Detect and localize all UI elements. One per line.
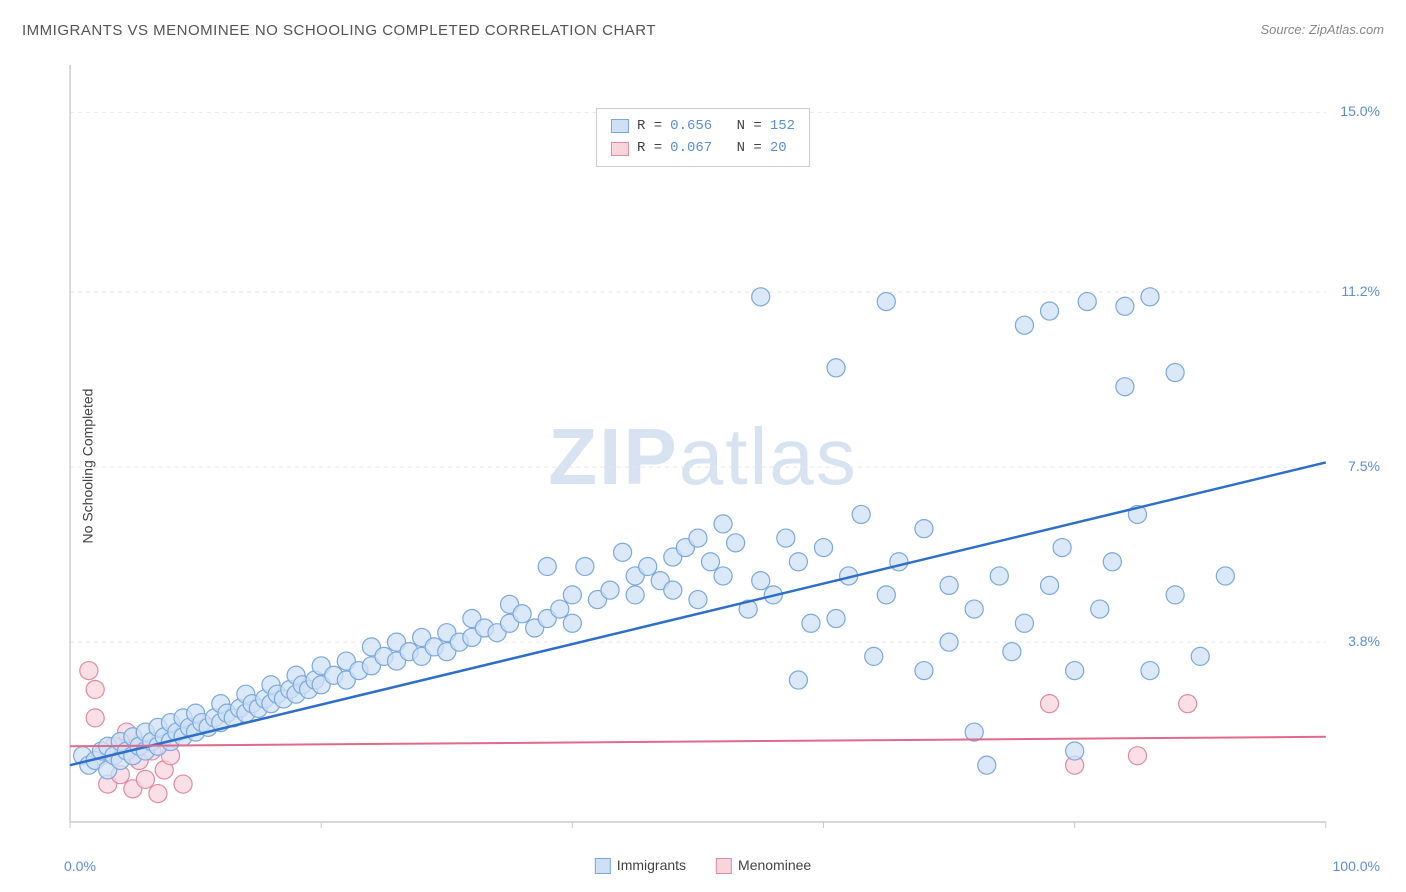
n-label: N = bbox=[737, 137, 762, 159]
n-value-1: 20 bbox=[770, 137, 787, 159]
y-tick-label: 11.2% bbox=[1341, 283, 1380, 299]
chart-container: No Schooling Completed ZIPatlas 3.8%7.5%… bbox=[20, 50, 1386, 882]
correlation-row-1: R = 0.067 N = 20 bbox=[611, 137, 795, 159]
correlation-legend: R = 0.656 N = 152 R = 0.067 N = 20 bbox=[596, 108, 810, 167]
x-axis-min-label: 0.0% bbox=[64, 858, 96, 874]
source-credit: Source: ZipAtlas.com bbox=[1260, 22, 1384, 37]
scatter-plot bbox=[60, 50, 1366, 842]
y-tick-label: 7.5% bbox=[1348, 458, 1380, 474]
legend-swatch-immigrants bbox=[595, 858, 611, 874]
n-label: N = bbox=[737, 115, 762, 137]
chart-title: IMMIGRANTS VS MENOMINEE NO SCHOOLING COM… bbox=[22, 22, 656, 39]
correlation-row-0: R = 0.656 N = 152 bbox=[611, 115, 795, 137]
r-label: R = bbox=[637, 137, 662, 159]
r-value-0: 0.656 bbox=[670, 115, 712, 137]
y-tick-label: 15.0% bbox=[1340, 103, 1380, 119]
r-label: R = bbox=[637, 115, 662, 137]
y-tick-label: 3.8% bbox=[1348, 633, 1380, 649]
legend-label-immigrants: Immigrants bbox=[617, 857, 686, 873]
legend-swatch-menominee bbox=[716, 858, 732, 874]
n-value-0: 152 bbox=[770, 115, 795, 137]
legend-label-menominee: Menominee bbox=[738, 857, 811, 873]
x-axis-max-label: 100.0% bbox=[1333, 858, 1380, 874]
legend-item-menominee: Menominee bbox=[716, 857, 811, 874]
legend-item-immigrants: Immigrants bbox=[595, 857, 686, 874]
correlation-swatch-1 bbox=[611, 142, 629, 156]
correlation-swatch-0 bbox=[611, 119, 629, 133]
bottom-legend: Immigrants Menominee bbox=[595, 857, 811, 874]
r-value-1: 0.067 bbox=[670, 137, 712, 159]
